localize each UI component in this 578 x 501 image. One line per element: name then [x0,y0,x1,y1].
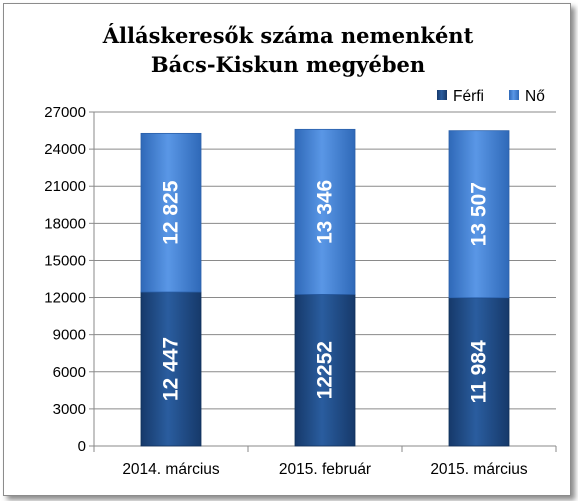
y-tick-label: 0 [78,438,86,455]
data-label: 11 984 [468,340,491,403]
data-label: 13 507 [468,182,491,246]
bars [140,128,510,447]
bar-segment-ferfi [140,291,202,447]
data-label: 12252 [314,341,337,399]
y-tick-label: 18000 [44,215,86,232]
chart-frame: Álláskeresők száma nemenként Bács-Kiskun… [3,3,571,496]
y-tick-label: 3000 [53,401,86,418]
legend-swatch-no [509,90,519,100]
legend: Férfi Nő [437,88,545,105]
y-tick-label: 6000 [53,364,86,381]
bar-segment-no [448,130,510,299]
legend-swatch-ferfi [437,90,447,100]
y-tick-label: 15000 [44,252,86,269]
data-labels: 12 447 12 825 12252 13 346 11 984 13 507 [160,180,491,404]
bar-segment-no [140,132,202,293]
data-label: 12 447 [160,337,183,401]
data-label: 12 825 [160,180,183,245]
y-tick-label: 27000 [44,104,86,121]
legend-label-ferfi: Férfi [453,88,484,105]
y-tick-label: 12000 [44,290,86,307]
chart-title-line-2: Bács-Kiskun megyében [151,52,425,77]
x-category-label: 2015. március [430,461,528,478]
legend-label-no: Nő [525,88,545,105]
data-label: 13 346 [314,180,337,244]
chart-title-line-1: Álláskeresők száma nemenként [102,23,474,48]
y-tick-label: 24000 [44,141,86,158]
x-category-label: 2015. február [279,461,371,478]
y-tick-label: 21000 [44,178,86,195]
stacked-bar-chart: Álláskeresők száma nemenként Bács-Kiskun… [44,23,557,478]
x-category-label: 2014. március [122,461,220,478]
bar-segment-no [294,128,356,295]
bar-segment-ferfi [448,297,510,447]
bar-segment-ferfi [294,294,356,447]
axes: 0 3000 6000 9000 12000 15000 18000 21000 24000 27… [44,104,557,478]
y-tick-label: 9000 [53,327,86,344]
